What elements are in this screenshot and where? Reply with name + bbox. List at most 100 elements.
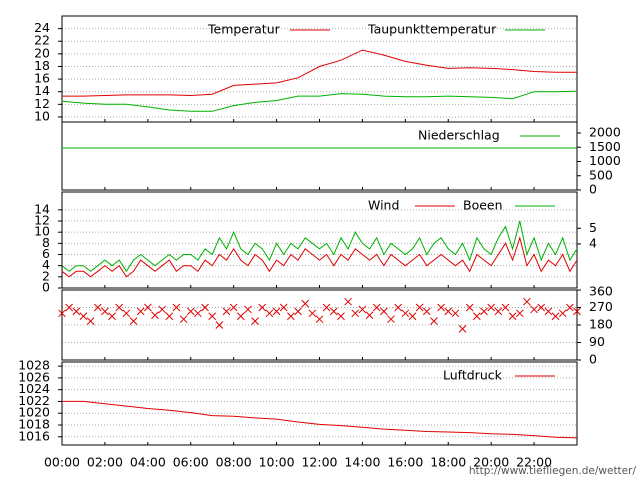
x-tick-label: 08:00 xyxy=(216,455,252,470)
panel-frame xyxy=(61,191,578,289)
direction-marker xyxy=(58,309,66,318)
direction-marker xyxy=(387,315,395,324)
direction-marker xyxy=(222,307,231,316)
panel-frame xyxy=(61,289,578,361)
x-tick-label: 14:00 xyxy=(344,455,380,470)
direction-marker xyxy=(244,305,252,314)
direction-marker xyxy=(287,312,295,321)
direction-marker xyxy=(358,305,367,314)
direction-marker xyxy=(487,303,496,312)
y-tick-label: 12 xyxy=(34,96,50,111)
legend-label: Taupunkttemperatur xyxy=(367,22,497,37)
direction-marker xyxy=(258,303,267,312)
y-tick-label: 24 xyxy=(34,20,50,35)
x-tick-label: 04:00 xyxy=(130,455,166,470)
y-tick-label: 20 xyxy=(34,45,50,60)
direction-marker xyxy=(79,312,88,321)
direction-marker xyxy=(344,297,352,306)
x-tick-label: 10:00 xyxy=(259,455,295,470)
x-tick-label: 16:00 xyxy=(387,455,423,470)
direction-marker xyxy=(251,317,259,325)
direction-marker xyxy=(315,315,324,324)
direction-marker xyxy=(430,317,438,325)
direction-marker xyxy=(558,309,567,318)
series-line xyxy=(62,400,578,439)
x-tick-label: 22:00 xyxy=(516,455,552,470)
footer-url: http://www.tiefliegen.de/wetter/ xyxy=(469,465,637,477)
direction-marker xyxy=(172,303,181,312)
direction-marker xyxy=(86,317,95,325)
y-tick-label: 0 xyxy=(42,280,50,295)
direction-marker xyxy=(136,307,145,316)
y-tick-label: 12 xyxy=(34,213,50,228)
y-tick-label: 10 xyxy=(34,224,50,239)
y-tick-label: 14 xyxy=(34,83,50,98)
y-tick-label: 16 xyxy=(34,71,50,86)
series-line xyxy=(62,49,577,97)
direction-marker xyxy=(365,311,374,320)
direction-marker xyxy=(115,303,124,312)
y-tick-label: 2 xyxy=(42,268,50,283)
panel-frame xyxy=(61,121,578,191)
direction-marker xyxy=(530,305,538,314)
direction-marker xyxy=(151,311,159,320)
direction-marker xyxy=(515,309,524,318)
direction-marker xyxy=(544,307,553,316)
direction-marker xyxy=(451,309,460,318)
direction-marker xyxy=(337,312,345,321)
y2-tick-label: 5 xyxy=(589,220,597,235)
direction-marker xyxy=(272,307,281,316)
direction-marker xyxy=(437,303,445,312)
y-tick-label: 0 xyxy=(589,182,597,197)
y-tick-label: 18 xyxy=(34,58,50,73)
direction-marker xyxy=(229,303,238,312)
x-tick-label: 18:00 xyxy=(430,455,466,470)
y-tick-label: 14 xyxy=(34,201,50,216)
direction-marker xyxy=(551,312,560,321)
legend-label: Wind xyxy=(368,198,399,213)
direction-marker xyxy=(194,309,202,318)
direction-marker xyxy=(93,303,102,312)
direction-marker xyxy=(215,321,224,329)
direction-marker xyxy=(158,305,166,314)
y-tick-label: 1018 xyxy=(18,416,50,431)
y-tick-label: 500 xyxy=(589,167,613,182)
y-tick-label: 4 xyxy=(42,257,50,272)
direction-marker xyxy=(537,303,546,312)
direction-marker xyxy=(129,317,138,325)
direction-marker xyxy=(458,325,467,333)
direction-marker xyxy=(101,307,109,316)
series-line xyxy=(61,90,578,112)
y-tick-label: 6 xyxy=(42,246,50,261)
direction-marker xyxy=(65,303,73,312)
y-tick-label: 270 xyxy=(589,299,613,314)
direction-marker xyxy=(265,309,274,318)
direction-marker xyxy=(308,309,317,318)
direction-marker xyxy=(408,312,417,321)
panel-frame xyxy=(61,361,578,446)
direction-marker xyxy=(186,307,195,316)
direction-marker xyxy=(501,303,510,312)
direction-marker xyxy=(201,303,209,312)
direction-marker xyxy=(473,312,481,321)
y-tick-label: 1026 xyxy=(18,369,50,384)
y-tick-label: 180 xyxy=(589,317,613,332)
x-tick-label: 02:00 xyxy=(87,455,123,470)
y-tick-label: 1020 xyxy=(18,405,50,420)
direction-marker xyxy=(394,303,403,312)
direction-marker xyxy=(573,307,581,316)
direction-marker xyxy=(465,303,474,312)
direction-marker xyxy=(208,312,217,321)
y2-tick-label: 4 xyxy=(589,235,597,250)
direction-marker xyxy=(494,307,503,316)
direction-marker xyxy=(508,312,517,321)
y-tick-label: 22 xyxy=(34,33,50,48)
legend-label: Luftdruck xyxy=(443,368,503,383)
direction-marker xyxy=(351,309,360,318)
legend-label: Temperatur xyxy=(207,22,281,37)
legend-label: Boeen xyxy=(463,198,503,213)
y-tick-label: 1500 xyxy=(589,139,621,154)
y-tick-label: 2000 xyxy=(589,125,621,140)
direction-marker xyxy=(415,303,424,312)
